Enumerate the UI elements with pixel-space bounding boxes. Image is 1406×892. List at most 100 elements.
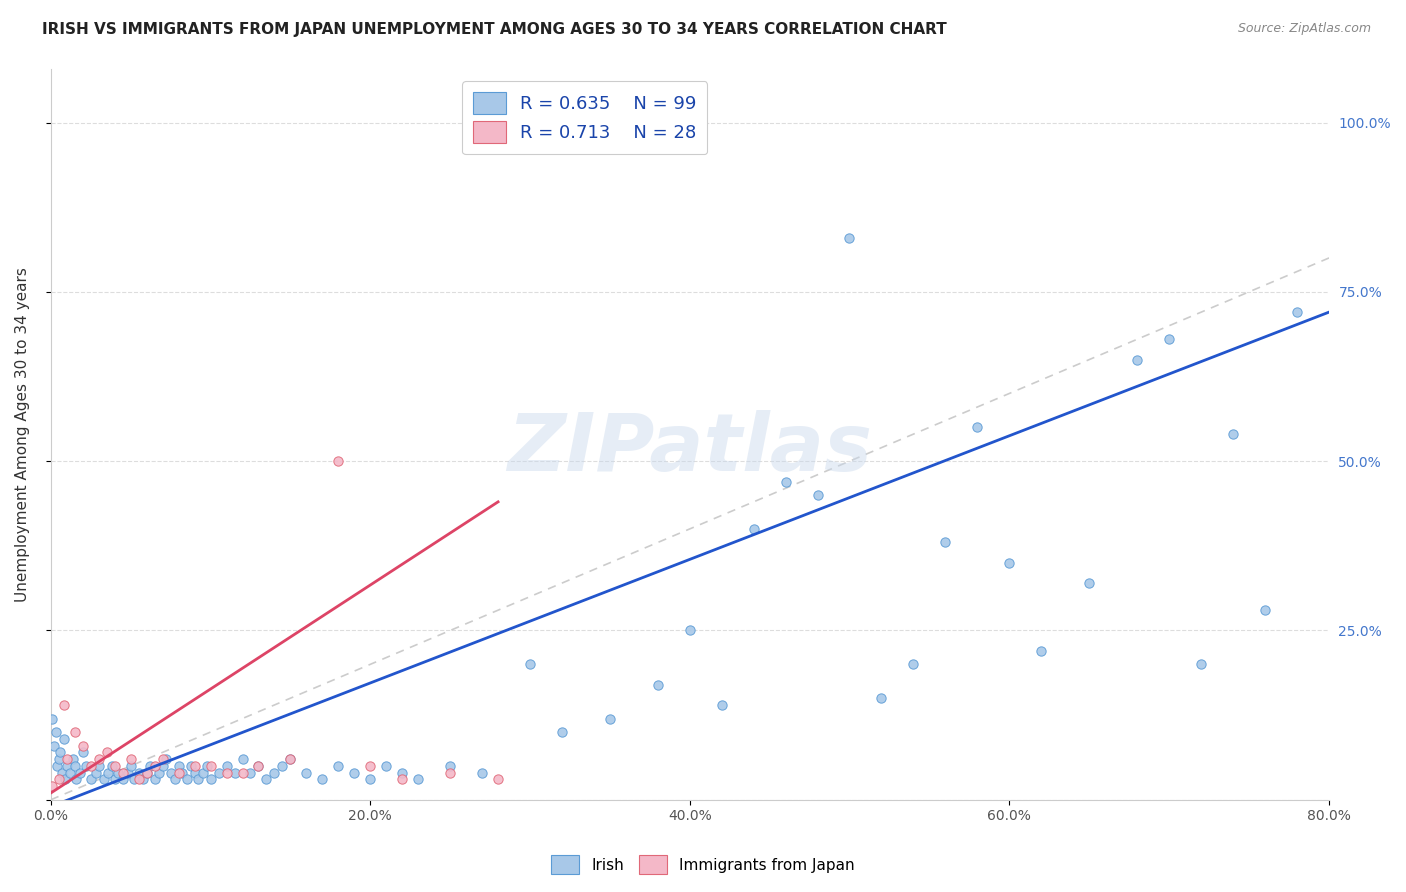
Point (200, 772, 222, 787)
Point (128, 772, 150, 787)
Point (52, 698, 75, 712)
Point (56, 759, 79, 773)
Point (406, 772, 429, 787)
Point (195, 759, 218, 773)
Point (838, 231, 860, 245)
Point (263, 765, 285, 780)
Point (375, 759, 398, 773)
Point (647, 678, 669, 692)
Point (167, 759, 190, 773)
Point (486, 772, 509, 787)
Point (80, 759, 103, 773)
Point (96, 745, 118, 759)
Point (42, 739, 65, 753)
Point (62, 752, 84, 766)
Point (280, 752, 302, 766)
Point (170, 765, 193, 780)
Point (870, 691, 893, 706)
Point (239, 765, 262, 780)
Point (87, 752, 110, 766)
Point (46, 759, 69, 773)
Point (599, 712, 621, 726)
Point (247, 759, 270, 773)
Point (148, 765, 170, 780)
Point (117, 765, 139, 780)
Point (903, 657, 925, 672)
Point (48, 752, 70, 766)
Point (231, 765, 253, 780)
Point (256, 772, 278, 787)
Point (311, 772, 333, 787)
Point (120, 759, 142, 773)
Point (224, 765, 246, 780)
Point (80, 772, 103, 787)
Point (65, 772, 87, 787)
Point (742, 522, 765, 536)
Point (152, 752, 174, 766)
Point (93, 772, 115, 787)
Point (104, 759, 127, 773)
Point (328, 759, 350, 773)
Point (551, 725, 574, 739)
Point (69, 765, 91, 780)
Point (247, 759, 270, 773)
Point (806, 488, 828, 502)
Point (122, 772, 145, 787)
Point (215, 759, 238, 773)
Point (1222, 427, 1244, 442)
Point (135, 765, 157, 780)
Point (49, 745, 72, 759)
Point (934, 535, 956, 549)
Point (328, 454, 350, 468)
Point (280, 752, 302, 766)
Point (998, 556, 1021, 570)
Point (295, 765, 318, 780)
Point (391, 772, 413, 787)
Point (710, 698, 733, 712)
Point (439, 759, 461, 773)
Point (111, 765, 134, 780)
Legend: R = 0.635    N = 99, R = 0.713    N = 28: R = 0.635 N = 99, R = 0.713 N = 28 (463, 81, 707, 154)
Point (52, 731, 75, 746)
Point (200, 759, 222, 773)
Point (1078, 576, 1101, 591)
Point (100, 759, 122, 773)
Point (75, 759, 97, 773)
Text: ZIPatlas: ZIPatlas (508, 409, 872, 488)
Point (155, 752, 177, 766)
Point (1189, 657, 1212, 672)
Point (45, 725, 67, 739)
Point (135, 765, 157, 780)
Point (167, 765, 190, 780)
Point (180, 759, 202, 773)
Point (359, 772, 381, 787)
Point (111, 772, 134, 787)
Point (59, 765, 82, 780)
Point (41, 779, 63, 793)
Point (966, 420, 988, 434)
Point (97, 765, 120, 780)
Point (191, 765, 214, 780)
Text: Source: ZipAtlas.com: Source: ZipAtlas.com (1237, 22, 1371, 36)
Point (143, 772, 166, 787)
Point (471, 765, 494, 780)
Point (183, 765, 205, 780)
Point (1126, 352, 1149, 367)
Point (187, 772, 209, 787)
Point (775, 475, 797, 489)
Point (519, 657, 541, 672)
Point (84, 765, 107, 780)
Point (165, 772, 187, 787)
Point (183, 759, 205, 773)
Point (1157, 332, 1180, 346)
Point (207, 765, 229, 780)
Point (271, 759, 294, 773)
Point (56, 752, 79, 766)
Point (1285, 305, 1308, 319)
Point (1254, 603, 1277, 617)
Point (139, 759, 162, 773)
Point (41, 712, 63, 726)
Point (359, 759, 381, 773)
Point (176, 772, 198, 787)
Point (132, 772, 155, 787)
